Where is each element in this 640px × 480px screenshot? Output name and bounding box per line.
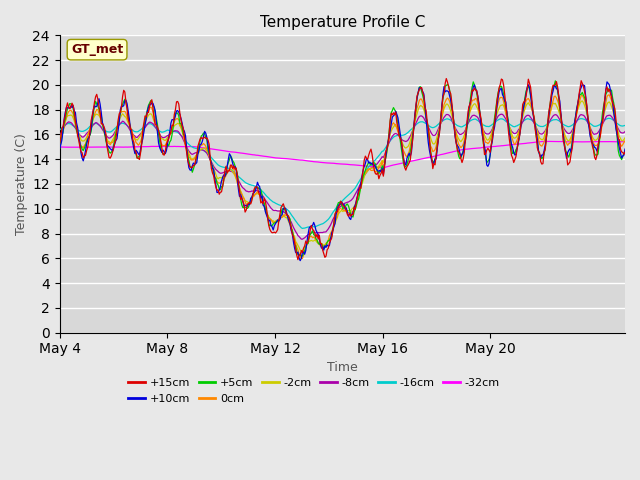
-8cm bbox=[299, 236, 307, 242]
-16cm bbox=[63, 121, 71, 127]
Line: +5cm: +5cm bbox=[60, 81, 625, 256]
Line: -8cm: -8cm bbox=[60, 114, 625, 239]
-8cm bbox=[63, 120, 71, 126]
+10cm bbox=[603, 79, 611, 85]
0cm bbox=[605, 92, 613, 98]
-8cm bbox=[532, 125, 540, 131]
-32cm bbox=[56, 144, 63, 150]
-32cm bbox=[323, 160, 331, 166]
-2cm bbox=[531, 119, 539, 125]
+5cm bbox=[324, 238, 332, 243]
-32cm bbox=[387, 163, 394, 169]
0cm bbox=[621, 138, 629, 144]
-16cm bbox=[267, 197, 275, 203]
0cm bbox=[324, 238, 332, 243]
+5cm bbox=[56, 145, 63, 151]
+10cm bbox=[267, 223, 275, 228]
0cm bbox=[56, 140, 63, 145]
-16cm bbox=[56, 127, 63, 133]
0cm bbox=[63, 111, 71, 117]
Title: Temperature Profile C: Temperature Profile C bbox=[260, 15, 425, 30]
+15cm bbox=[532, 133, 540, 139]
-16cm bbox=[621, 122, 629, 128]
-8cm bbox=[324, 226, 332, 232]
Line: -16cm: -16cm bbox=[60, 119, 625, 228]
-2cm bbox=[299, 248, 307, 253]
-2cm bbox=[63, 113, 71, 119]
0cm bbox=[531, 121, 539, 127]
+15cm bbox=[267, 228, 275, 234]
+5cm bbox=[531, 122, 539, 128]
0cm bbox=[267, 217, 275, 223]
+5cm bbox=[299, 253, 307, 259]
-32cm bbox=[621, 139, 629, 144]
+5cm bbox=[63, 106, 71, 112]
-16cm bbox=[521, 117, 529, 123]
-8cm bbox=[497, 111, 505, 117]
-32cm bbox=[267, 154, 275, 160]
0cm bbox=[521, 102, 529, 108]
-8cm bbox=[267, 205, 275, 211]
+10cm bbox=[324, 243, 332, 249]
Legend: +15cm, +10cm, +5cm, 0cm, -2cm, -8cm, -16cm, -32cm: +15cm, +10cm, +5cm, 0cm, -2cm, -8cm, -16… bbox=[124, 374, 504, 408]
Line: 0cm: 0cm bbox=[60, 95, 625, 259]
-16cm bbox=[605, 116, 613, 121]
+15cm bbox=[387, 118, 394, 124]
+10cm bbox=[296, 258, 304, 264]
-2cm bbox=[521, 106, 529, 112]
+10cm bbox=[387, 128, 394, 133]
-16cm bbox=[531, 120, 539, 126]
+5cm bbox=[387, 119, 394, 125]
-2cm bbox=[324, 238, 332, 244]
+15cm bbox=[442, 76, 450, 82]
-16cm bbox=[387, 138, 394, 144]
+10cm bbox=[56, 145, 63, 151]
+10cm bbox=[531, 121, 539, 127]
-8cm bbox=[522, 113, 530, 119]
Line: -32cm: -32cm bbox=[60, 142, 625, 168]
-8cm bbox=[621, 129, 629, 134]
0cm bbox=[387, 131, 394, 136]
Y-axis label: Temperature (C): Temperature (C) bbox=[15, 133, 28, 235]
+15cm bbox=[522, 93, 530, 98]
Line: +15cm: +15cm bbox=[60, 79, 625, 260]
+10cm bbox=[621, 146, 629, 152]
+5cm bbox=[621, 148, 629, 154]
+15cm bbox=[56, 141, 63, 146]
+15cm bbox=[621, 149, 629, 155]
-32cm bbox=[378, 165, 386, 171]
-16cm bbox=[324, 216, 332, 222]
-8cm bbox=[387, 137, 394, 143]
+5cm bbox=[521, 95, 529, 100]
Text: GT_met: GT_met bbox=[71, 43, 123, 56]
-2cm bbox=[579, 98, 586, 104]
-32cm bbox=[63, 144, 71, 150]
X-axis label: Time: Time bbox=[327, 360, 358, 373]
-32cm bbox=[531, 139, 539, 145]
0cm bbox=[299, 256, 307, 262]
-2cm bbox=[267, 216, 275, 222]
-2cm bbox=[621, 135, 629, 141]
+15cm bbox=[324, 245, 332, 251]
-32cm bbox=[540, 139, 548, 144]
+15cm bbox=[63, 100, 71, 106]
+15cm bbox=[294, 257, 302, 263]
-8cm bbox=[56, 132, 63, 138]
Line: +10cm: +10cm bbox=[60, 82, 625, 261]
+10cm bbox=[521, 97, 529, 103]
-2cm bbox=[56, 135, 63, 141]
+5cm bbox=[552, 78, 559, 84]
-16cm bbox=[299, 226, 307, 231]
-32cm bbox=[521, 141, 529, 146]
+10cm bbox=[63, 105, 71, 111]
Line: -2cm: -2cm bbox=[60, 101, 625, 251]
+5cm bbox=[267, 223, 275, 228]
-2cm bbox=[387, 132, 394, 137]
